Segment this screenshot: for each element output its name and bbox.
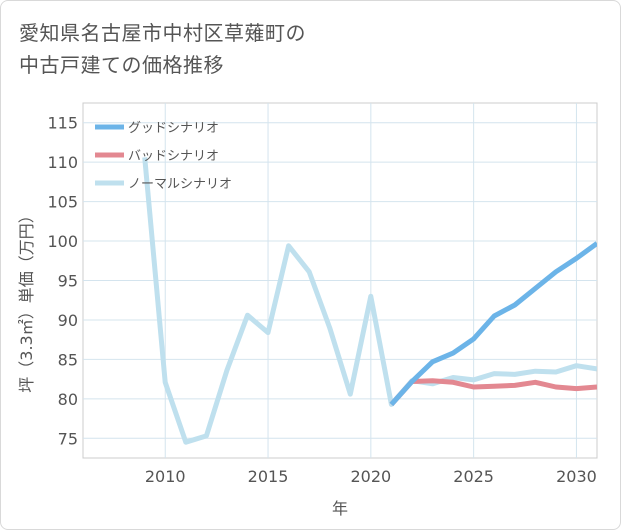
series-line-2 bbox=[142, 157, 597, 445]
y-tick-label: 115 bbox=[47, 114, 78, 133]
legend-label-2: ノーマルシナリオ bbox=[128, 177, 232, 192]
y-tick-label: 95 bbox=[58, 272, 78, 291]
series-line-1 bbox=[389, 378, 597, 407]
y-gridlines bbox=[83, 122, 597, 439]
series-lines bbox=[142, 157, 597, 445]
title-line-1: 愛知県名古屋市中村区草薙町の bbox=[19, 21, 306, 45]
x-tick-label: 2020 bbox=[350, 467, 391, 486]
series-line-0 bbox=[389, 241, 597, 407]
x-tick-label: 2030 bbox=[556, 467, 597, 486]
legend-label-1: バッドシナリオ bbox=[128, 149, 219, 164]
x-axis-label: 年 bbox=[332, 499, 348, 518]
y-tick-label: 80 bbox=[58, 390, 78, 409]
y-tick-label: 100 bbox=[47, 232, 78, 251]
y-tick-label: 105 bbox=[47, 193, 78, 212]
y-tick-label: 75 bbox=[58, 429, 78, 448]
y-tick-label: 110 bbox=[47, 153, 78, 172]
legend-label-0: グッドシナリオ bbox=[128, 121, 219, 136]
y-tick-label: 85 bbox=[58, 350, 78, 369]
x-tick-labels: 2010 2015 2020 2025 2030 bbox=[145, 467, 597, 486]
x-tick-label: 2010 bbox=[145, 467, 186, 486]
title-line-2: 中古戸建ての価格推移 bbox=[19, 53, 224, 77]
x-tick-label: 2025 bbox=[453, 467, 494, 486]
x-tick-label: 2015 bbox=[248, 467, 289, 486]
y-tick-label: 90 bbox=[58, 311, 78, 330]
y-axis-label: 坪（3.3㎡）単価（万円） bbox=[17, 207, 36, 392]
y-tick-labels: 75 80 85 90 95 100 105 110 115 bbox=[47, 114, 78, 449]
chart-title: 愛知県名古屋市中村区草薙町の 中古戸建ての価格推移 bbox=[19, 17, 579, 81]
